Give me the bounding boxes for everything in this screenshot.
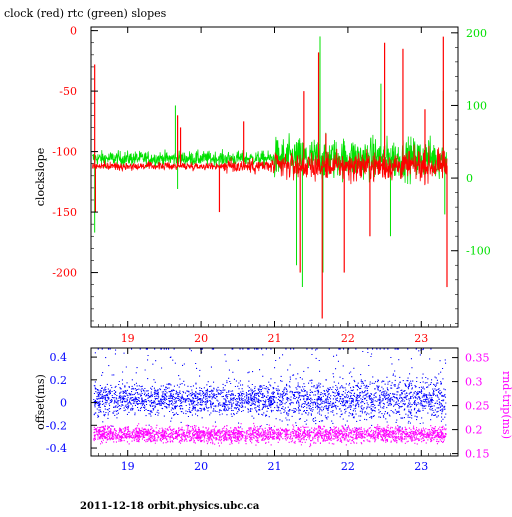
bottom-ytick-label: 0.4 bbox=[50, 351, 68, 364]
bottom-plot-offset-rndtrip: 19 20 21 22 23 0.4 0.2 0 -0.2 -0.4 0.35 0.3 0.25 0.2 0… bbox=[34, 347, 512, 473]
bottom-y2tick-label: 0.35 bbox=[465, 352, 490, 365]
bottom-xtick-label: 22 bbox=[341, 460, 355, 473]
top-plot-slopes: 19 20 21 22 23 0 -50 -100 -150 -200 200 100 0 -100 clo… bbox=[34, 25, 491, 345]
bottom-ylabel: offset(ms) bbox=[34, 374, 47, 430]
top-ytick-label: -50 bbox=[59, 85, 77, 98]
rndtrip-points bbox=[93, 422, 447, 448]
top-ytick-label: -200 bbox=[52, 267, 77, 280]
top-ytick-label: -150 bbox=[52, 206, 77, 219]
chart-title: clock (red) rtc (green) slopes bbox=[4, 7, 167, 20]
top-y2tick-label: 0 bbox=[466, 172, 473, 185]
bottom-ytick-label: -0.4 bbox=[46, 442, 67, 455]
bottom-ytick-label: -0.2 bbox=[46, 419, 67, 432]
bottom-xtick-label: 20 bbox=[194, 460, 208, 473]
bottom-xtick-label: 21 bbox=[268, 460, 282, 473]
top-xtick-label: 23 bbox=[414, 332, 428, 345]
bottom-y2label: rnd-trip(ms) bbox=[500, 371, 512, 439]
offset-points bbox=[93, 348, 447, 431]
clock-series bbox=[92, 36, 448, 319]
bottom-ytick-label: 0 bbox=[60, 397, 67, 410]
top-y2tick-label: -100 bbox=[466, 245, 491, 258]
top-ytick-label: 0 bbox=[70, 25, 77, 38]
top-y2tick-label: 200 bbox=[466, 27, 487, 40]
top-ylabel: clockslope bbox=[34, 148, 47, 206]
rtc-line bbox=[92, 132, 448, 185]
top-xtick-label: 21 bbox=[268, 332, 282, 345]
top-xtick-label: 22 bbox=[341, 332, 355, 345]
bottom-y2tick-label: 0.2 bbox=[465, 424, 483, 437]
bottom-y2tick-label: 0.25 bbox=[465, 400, 490, 413]
top-xtick-label: 20 bbox=[194, 332, 208, 345]
bottom-xtick-label: 19 bbox=[121, 460, 135, 473]
top-ytick-label: -100 bbox=[52, 146, 77, 159]
offset-series bbox=[93, 348, 447, 431]
footer-caption: 2011-12-18 orbit.physics.ubc.ca bbox=[80, 501, 260, 512]
rndtrip-series bbox=[93, 422, 447, 448]
clock-line bbox=[92, 144, 448, 186]
bottom-ytick-label: 0.2 bbox=[50, 374, 68, 387]
bottom-xtick-label: 23 bbox=[414, 460, 428, 473]
top-y2tick-label: 100 bbox=[466, 99, 487, 112]
top-xtick-label: 19 bbox=[121, 332, 135, 345]
bottom-y2tick-label: 0.15 bbox=[465, 448, 490, 461]
bottom-y2tick-label: 0.3 bbox=[465, 376, 483, 389]
